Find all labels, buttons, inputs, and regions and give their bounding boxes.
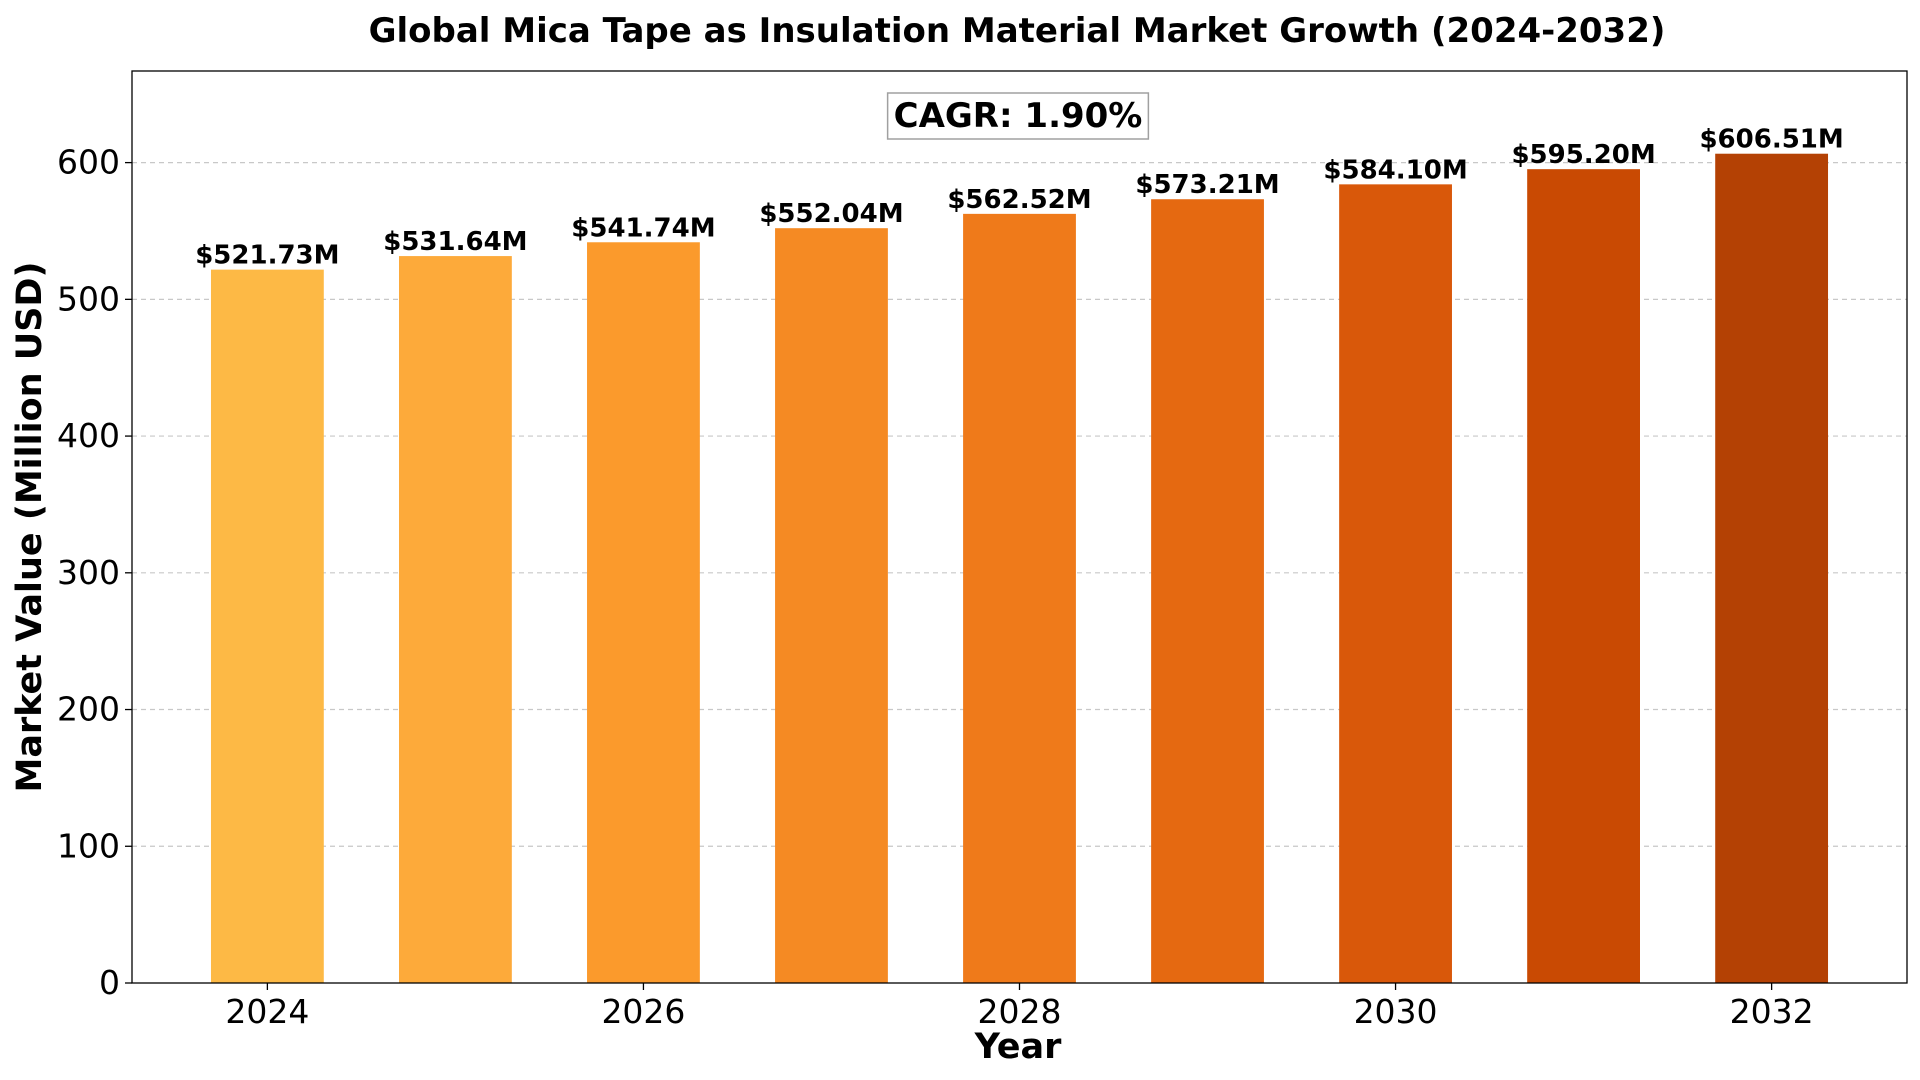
x-tick-label: 2026 [601,992,685,1031]
bars [210,153,1829,984]
data-label-2026: $541.74M [571,213,715,243]
chart-title: Global Mica Tape as Insulation Material … [369,11,1666,51]
bar-2027 [775,228,888,983]
bar-2028 [963,213,1076,984]
y-axis-ticks: 0 100 200 300 400 500 600 [57,143,132,1002]
cagr-annotation-text: CAGR: 1.90% [894,96,1143,136]
y-tick-label: 600 [57,143,120,182]
cagr-annotation: CAGR: 1.90% [886,92,1150,140]
data-label-2025: $531.64M [383,227,527,257]
x-axis-label: Year [974,1027,1062,1067]
bar-2031 [1527,169,1640,983]
data-label-2024: $521.73M [195,241,339,271]
y-axis-label: Market Value (Million USD) [10,262,50,793]
data-label-2029: $573.21M [1135,170,1279,200]
y-tick-label: 0 [99,963,120,1002]
data-label-2027: $552.04M [759,199,903,229]
x-tick-label: 2030 [1354,992,1438,1031]
y-tick-label: 300 [57,553,120,592]
bar-2030 [1339,184,1452,983]
data-label-2030: $584.10M [1323,155,1467,185]
data-labels: $521.73M $531.64M $541.74M $552.04M $562.52M… [195,125,1844,271]
y-tick-label: 200 [57,690,120,729]
bar-2026 [587,242,700,984]
x-axis-ticks: 2024 2026 2028 2030 2032 [225,983,1814,1031]
data-label-2032: $606.51M [1699,125,1843,155]
bar-2029 [1151,199,1264,983]
x-tick-label: 2028 [978,992,1062,1031]
y-tick-label: 500 [57,279,120,318]
x-tick-label: 2032 [1730,992,1814,1031]
data-label-2031: $595.20M [1511,140,1655,170]
cagr-annotation-box [886,92,1150,140]
y-tick-label: 100 [57,826,120,865]
y-tick-label: 400 [57,416,120,455]
bar-2025 [399,256,512,983]
bar-2032 [1715,153,1829,983]
data-label-2028: $562.52M [947,185,1091,215]
x-tick-label: 2024 [225,992,309,1031]
bar-2024 [210,269,324,984]
